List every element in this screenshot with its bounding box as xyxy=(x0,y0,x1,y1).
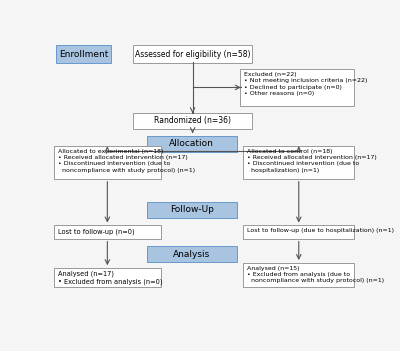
FancyBboxPatch shape xyxy=(56,46,111,63)
Text: Lost to follow-up (n=0): Lost to follow-up (n=0) xyxy=(58,228,134,235)
FancyBboxPatch shape xyxy=(240,69,354,106)
Text: Follow-Up: Follow-Up xyxy=(170,205,214,214)
Text: Randomized (n=36): Randomized (n=36) xyxy=(154,116,231,125)
FancyBboxPatch shape xyxy=(243,225,354,239)
Text: Analysis: Analysis xyxy=(173,250,210,259)
FancyBboxPatch shape xyxy=(147,202,237,218)
FancyBboxPatch shape xyxy=(147,136,237,152)
FancyBboxPatch shape xyxy=(133,113,252,129)
Text: Allocated to experimental (n=18)
• Received allocated intervention (n=17)
• Disc: Allocated to experimental (n=18) • Recei… xyxy=(58,149,195,173)
Text: Analysed (n=17)
• Excluded from analysis (n=0): Analysed (n=17) • Excluded from analysis… xyxy=(58,271,162,285)
FancyBboxPatch shape xyxy=(54,225,161,239)
FancyBboxPatch shape xyxy=(133,46,252,63)
Text: Allocated to control (n=18)
• Received allocated intervention (n=17)
• Discontin: Allocated to control (n=18) • Received a… xyxy=(247,149,377,173)
Text: Excluded (n=22)
• Not meeting inclusion criteria (n=22)
• Declined to participat: Excluded (n=22) • Not meeting inclusion … xyxy=(244,72,367,96)
FancyBboxPatch shape xyxy=(54,146,161,179)
FancyBboxPatch shape xyxy=(54,268,161,287)
FancyBboxPatch shape xyxy=(147,246,237,262)
Text: Lost to follow-up (due to hospitalization) (n=1): Lost to follow-up (due to hospitalizatio… xyxy=(247,228,394,233)
FancyBboxPatch shape xyxy=(243,146,354,179)
Text: Assessed for eligibility (n=58): Assessed for eligibility (n=58) xyxy=(135,49,250,59)
Text: Enrollment: Enrollment xyxy=(59,49,108,59)
Text: Analysed (n=15)
• Excluded from analysis (due to
  noncompliance with study prot: Analysed (n=15) • Excluded from analysis… xyxy=(247,266,384,283)
FancyBboxPatch shape xyxy=(243,263,354,287)
Text: Allocation: Allocation xyxy=(169,139,214,148)
